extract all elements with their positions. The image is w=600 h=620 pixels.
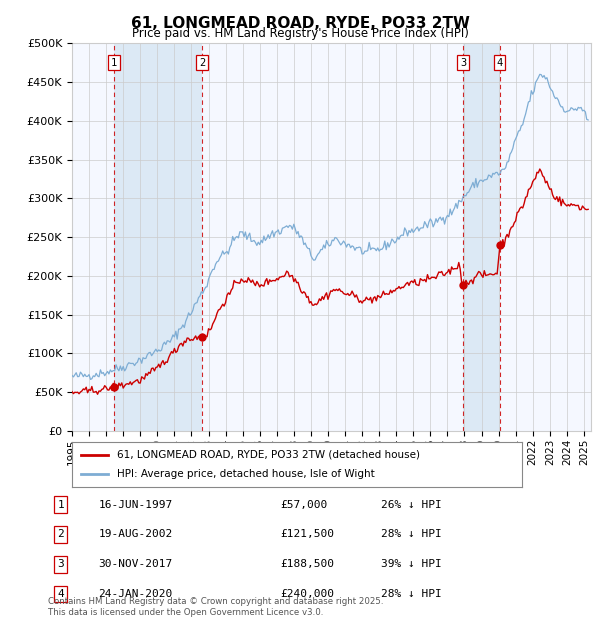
- Text: £57,000: £57,000: [280, 500, 327, 510]
- Text: £121,500: £121,500: [280, 529, 334, 539]
- Text: Price paid vs. HM Land Registry's House Price Index (HPI): Price paid vs. HM Land Registry's House …: [131, 27, 469, 40]
- Text: 28% ↓ HPI: 28% ↓ HPI: [380, 589, 442, 599]
- Text: 28% ↓ HPI: 28% ↓ HPI: [380, 529, 442, 539]
- Text: 61, LONGMEAD ROAD, RYDE, PO33 2TW: 61, LONGMEAD ROAD, RYDE, PO33 2TW: [131, 16, 469, 30]
- Text: 39% ↓ HPI: 39% ↓ HPI: [380, 559, 442, 569]
- Text: 1: 1: [57, 500, 64, 510]
- Text: 2: 2: [199, 58, 205, 68]
- Text: 2: 2: [57, 529, 64, 539]
- Text: 3: 3: [460, 58, 466, 68]
- Text: £240,000: £240,000: [280, 589, 334, 599]
- Text: 26% ↓ HPI: 26% ↓ HPI: [380, 500, 442, 510]
- Text: £188,500: £188,500: [280, 559, 334, 569]
- Text: 1: 1: [111, 58, 117, 68]
- Text: 61, LONGMEAD ROAD, RYDE, PO33 2TW (detached house): 61, LONGMEAD ROAD, RYDE, PO33 2TW (detac…: [117, 450, 420, 459]
- Text: 16-JUN-1997: 16-JUN-1997: [98, 500, 173, 510]
- Text: 3: 3: [57, 559, 64, 569]
- Text: Contains HM Land Registry data © Crown copyright and database right 2025.
This d: Contains HM Land Registry data © Crown c…: [48, 598, 383, 617]
- Text: 4: 4: [497, 58, 503, 68]
- Bar: [463, 43, 500, 431]
- Text: 19-AUG-2002: 19-AUG-2002: [98, 529, 173, 539]
- Bar: [114, 43, 202, 431]
- Text: HPI: Average price, detached house, Isle of Wight: HPI: Average price, detached house, Isle…: [117, 469, 375, 479]
- Text: 30-NOV-2017: 30-NOV-2017: [98, 559, 173, 569]
- Text: 24-JAN-2020: 24-JAN-2020: [98, 589, 173, 599]
- Text: 4: 4: [57, 589, 64, 599]
